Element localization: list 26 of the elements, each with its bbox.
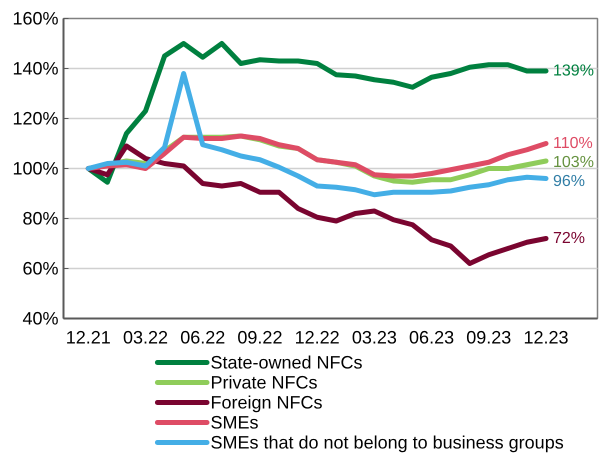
x-tick-label: 12.23 [523,328,569,348]
data-label: 110% [553,135,593,152]
legend-label: State-owned NFCs [210,352,363,372]
x-tick-label: 06.23 [409,328,454,348]
x-tick-label: 12.21 [66,328,111,348]
x-tick-label: 06.22 [180,328,226,348]
x-tick-label: 12.22 [294,328,340,348]
x-tick-label: 03.22 [122,328,168,348]
y-tick-label: 140% [12,58,59,78]
data-label: 96% [553,173,586,190]
legend-label: SMEs that do not belong to business groups [210,432,564,452]
y-tick-label: 40% [22,308,59,328]
data-label: 139% [553,62,594,80]
x-tick-label: 09.23 [466,328,512,348]
y-tick-label: 60% [22,258,59,278]
y-tick-label: 100% [12,158,59,178]
x-tick-label: 03.23 [352,328,397,348]
legend-label: Foreign NFCs [210,392,323,412]
y-tick-label: 120% [12,108,59,128]
legend-label: SMEs [210,412,258,432]
y-tick-label: 160% [12,8,59,28]
data-label: 72% [553,230,586,247]
data-label: 103% [553,154,594,171]
y-tick-label: 80% [22,208,59,228]
legend-label: Private NFCs [210,372,318,392]
x-tick-label: 09.22 [237,328,282,348]
